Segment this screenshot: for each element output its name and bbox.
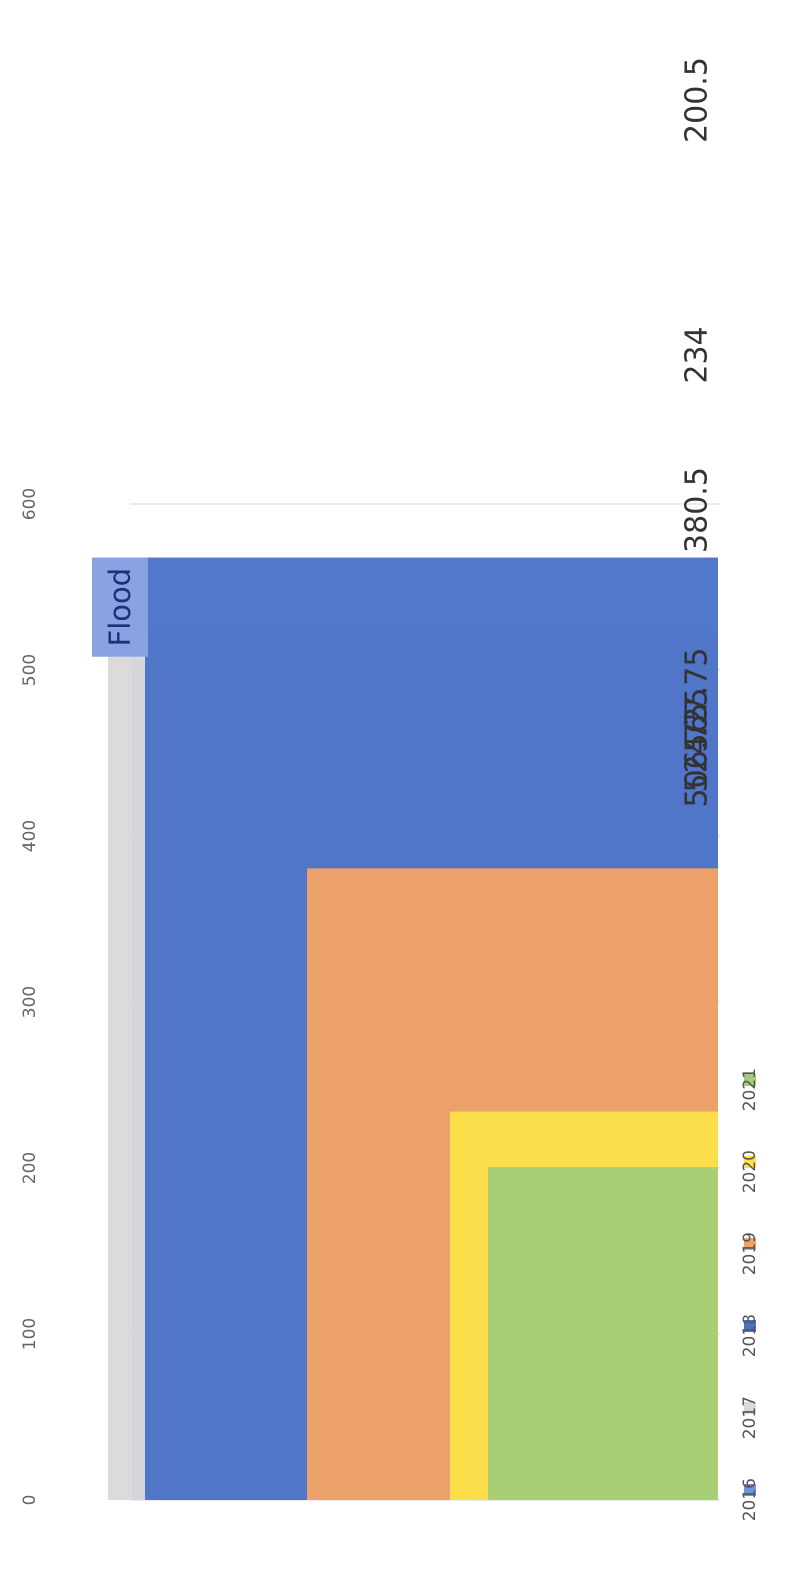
- legend-label-2017: 2017: [740, 1396, 760, 1439]
- legend-swatch-2018: [744, 1320, 756, 1332]
- tick-label-100: 100: [20, 1318, 40, 1350]
- flood-label: Flood: [103, 568, 137, 647]
- data-label-2018: 567.75: [680, 648, 715, 753]
- legend-swatch-2019: [744, 1238, 756, 1250]
- tick-label-0: 0: [20, 1495, 40, 1506]
- legend-swatch-2020: [744, 1156, 756, 1168]
- data-label-2017: 524.25: [680, 688, 715, 793]
- tick-label-600: 600: [20, 488, 40, 520]
- legend-swatch-2021: [744, 1074, 756, 1086]
- tick-label-300: 300: [20, 986, 40, 1018]
- data-label-2019: 380.5: [680, 467, 715, 553]
- value-axis-ticks: 0 100 200 300 400 500 600: [20, 488, 40, 1506]
- bars: [108, 557, 718, 1500]
- legend-label-2020: 2020: [740, 1150, 760, 1193]
- data-label-2021: 200.5: [680, 57, 715, 143]
- legend-swatch-2016: [744, 1484, 756, 1496]
- data-label-2020: 234: [680, 326, 715, 383]
- tick-label-500: 500: [20, 654, 40, 686]
- flood-band: [92, 557, 148, 657]
- tick-label-400: 400: [20, 820, 40, 852]
- legend-label-2019: 2019: [740, 1232, 760, 1275]
- tick-label-200: 200: [20, 1152, 40, 1184]
- data-label-2016: 506.75: [680, 703, 715, 808]
- bar-2021: [488, 1167, 718, 1500]
- legend-swatch-2017: [744, 1402, 756, 1414]
- legend-label-2021: 2021: [740, 1068, 760, 1111]
- legend-label-2018: 2018: [740, 1314, 760, 1357]
- legend: 2016 2017 2018 2019 2020 2021: [740, 1068, 760, 1521]
- flood-annotation: Flood: [92, 557, 148, 657]
- legend-label-2016: 2016: [740, 1478, 760, 1521]
